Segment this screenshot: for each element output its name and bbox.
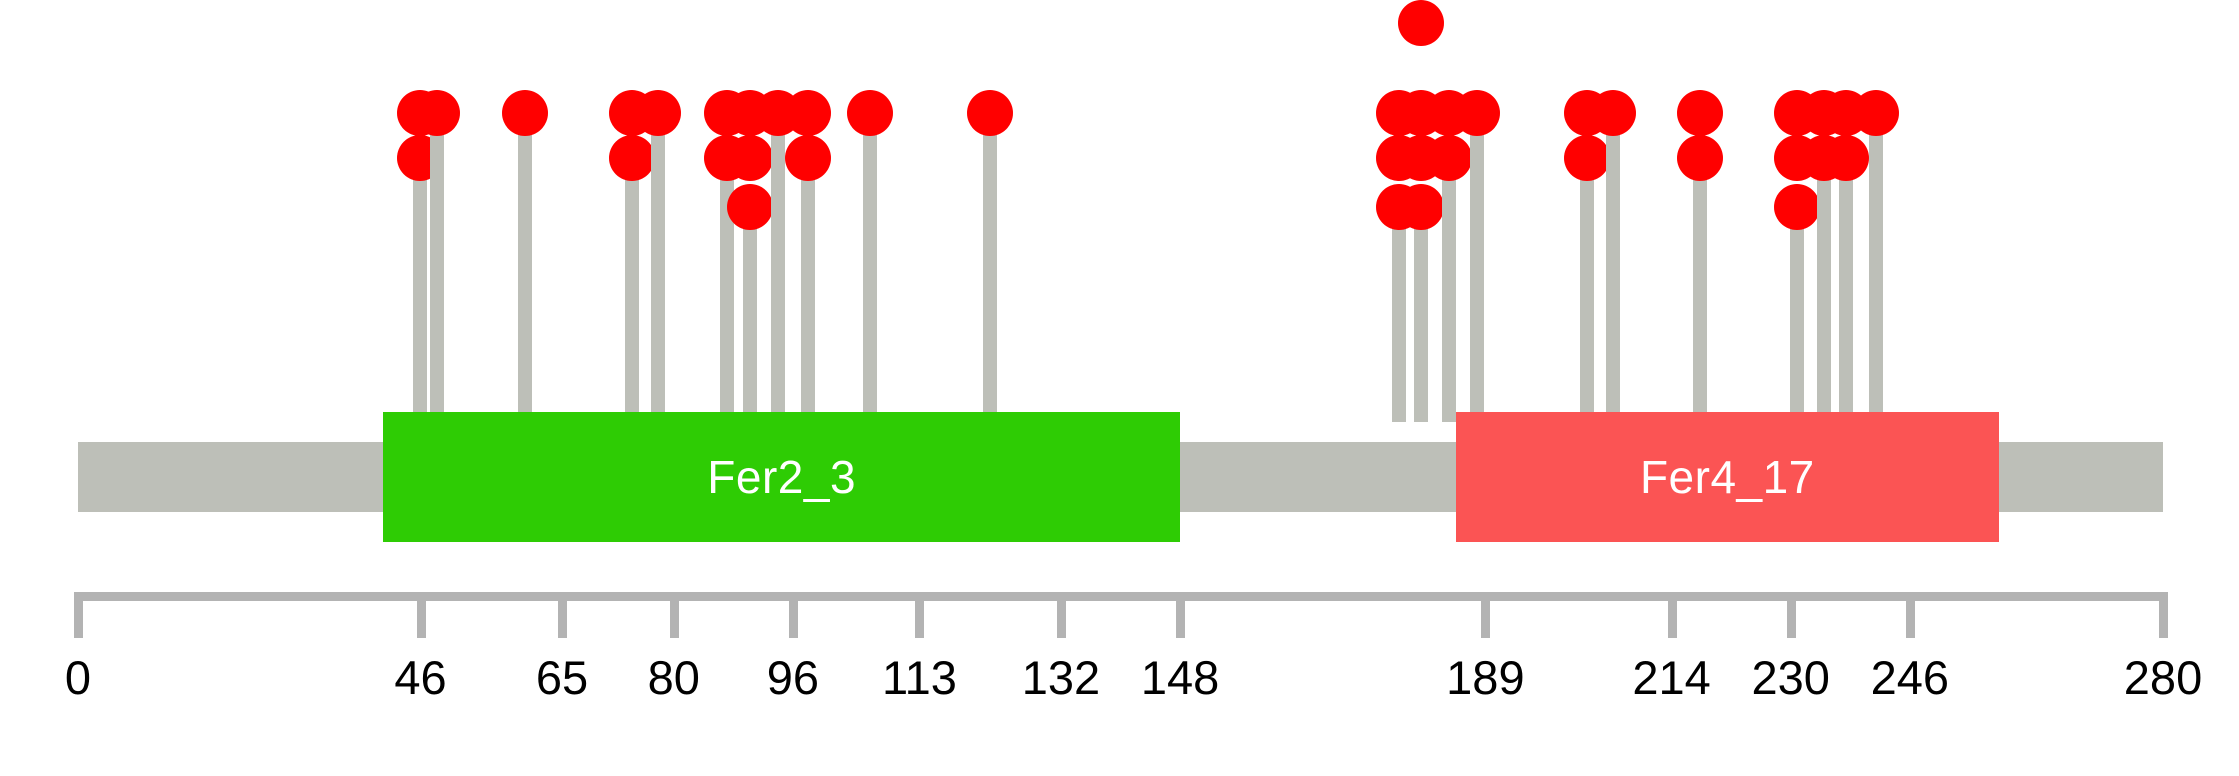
lollipop-stem	[430, 113, 444, 422]
axis-tick-label: 148	[1140, 651, 1220, 704]
lollipop-stem	[1693, 158, 1707, 422]
lollipop-marker[interactable]	[1774, 184, 1820, 230]
axis-tick-label: 113	[881, 651, 957, 704]
axis-tick	[915, 592, 925, 638]
domain-label: Fer2_3	[707, 451, 857, 503]
lollipop-stem	[1580, 158, 1594, 422]
lollipop-marker[interactable]	[1564, 135, 1610, 181]
axis-line	[78, 592, 2163, 601]
axis-tick	[1056, 592, 1066, 638]
lollipop-stem	[1817, 158, 1831, 422]
axis-tick	[1667, 592, 1677, 638]
axis-tick-label: 189	[1446, 651, 1525, 704]
lollipop-marker[interactable]	[1853, 90, 1899, 136]
lollipop-stem	[1606, 113, 1620, 422]
axis-tick-label: 80	[647, 651, 700, 704]
lollipop-stem	[863, 113, 877, 422]
lollipop-stem	[651, 113, 665, 422]
lollipop-stem	[1414, 207, 1428, 422]
lollipop-stem	[1392, 207, 1406, 422]
domain-fer2_3[interactable]: Fer2_3	[383, 412, 1181, 542]
lollipop-marker[interactable]	[1677, 90, 1723, 136]
axis-tick-label: 214	[1632, 651, 1711, 704]
lollipop-stem	[801, 158, 815, 422]
lollipop-marker[interactable]	[1398, 0, 1444, 46]
lollipop-marker[interactable]	[414, 90, 460, 136]
lollipop-marker[interactable]	[1426, 135, 1472, 181]
lollipop-marker[interactable]	[1590, 90, 1636, 136]
axis-tick	[1481, 592, 1491, 638]
lollipop-marker[interactable]	[847, 90, 893, 136]
lollipop-stem	[983, 113, 997, 422]
axis-tick-label: 96	[766, 651, 819, 704]
lollipop-stem	[1839, 158, 1853, 422]
lollipop-stem	[518, 113, 532, 422]
lollipop-stem	[1442, 158, 1456, 422]
domain-fer4_17[interactable]: Fer4_17	[1455, 412, 2000, 542]
lollipop-marker[interactable]	[635, 90, 681, 136]
axis-tick	[1905, 592, 1915, 638]
axis-tick	[1176, 592, 1186, 638]
lollipop-stem	[625, 158, 639, 422]
lollipop-marker[interactable]	[727, 135, 773, 181]
axis-tick-label: 230	[1751, 651, 1830, 704]
lollipop-stem	[771, 113, 785, 422]
axis-tick-label: 0	[64, 651, 92, 704]
axis-tick-label: 46	[394, 651, 447, 704]
lollipop-stem	[1470, 113, 1484, 422]
lollipop-stem	[413, 158, 427, 422]
lollipop-marker[interactable]	[1454, 90, 1500, 136]
axis-tick-label: 132	[1021, 651, 1101, 704]
lollipop-marker[interactable]	[1677, 135, 1723, 181]
lollipop-stem	[720, 158, 734, 422]
axis-tick	[1786, 592, 1796, 638]
domain-label: Fer4_17	[1639, 451, 1815, 503]
lollipop-stem	[1790, 207, 1804, 422]
lollipop-marker[interactable]	[502, 90, 548, 136]
lollipop-marker[interactable]	[785, 90, 831, 136]
lollipop-marker[interactable]	[727, 184, 773, 230]
lollipop-marker[interactable]	[1398, 184, 1444, 230]
axis-tick	[416, 592, 426, 638]
axis-tick	[558, 592, 568, 638]
lollipop-marker[interactable]	[1823, 135, 1869, 181]
lollipop-stem	[743, 207, 757, 422]
axis-tick	[669, 592, 679, 638]
axis-tick	[788, 592, 798, 638]
axis-tick-label: 246	[1870, 651, 1950, 704]
lollipop-marker[interactable]	[785, 135, 831, 181]
axis-tick	[2159, 592, 2168, 638]
axis-tick-label: 280	[2123, 651, 2203, 704]
axis-tick-label: 65	[535, 651, 589, 704]
lollipop-marker[interactable]	[609, 135, 655, 181]
lollipop-stem	[1869, 113, 1883, 422]
lollipop-marker[interactable]	[967, 90, 1013, 136]
axis-tick	[74, 592, 83, 638]
